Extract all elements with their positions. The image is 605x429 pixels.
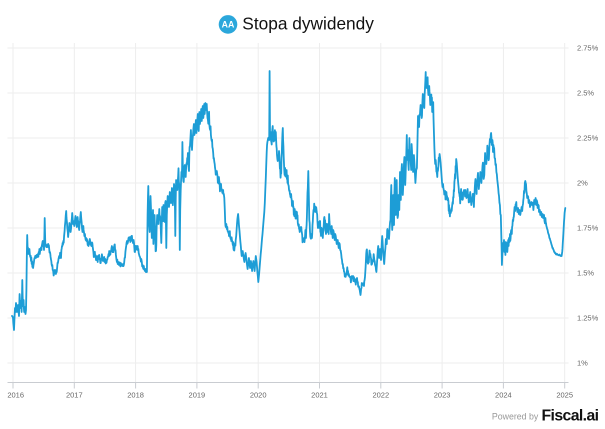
svg-text:2.5%: 2.5%: [577, 89, 594, 98]
svg-text:2025: 2025: [556, 390, 573, 399]
svg-text:2024: 2024: [495, 390, 512, 399]
svg-text:1%: 1%: [577, 359, 588, 368]
svg-text:2018: 2018: [127, 390, 144, 399]
svg-text:2021: 2021: [311, 390, 328, 399]
svg-text:2%: 2%: [577, 179, 588, 188]
svg-text:Stopa dywidendy: Stopa dywidendy: [242, 14, 374, 34]
svg-text:2017: 2017: [66, 390, 83, 399]
svg-text:Powered by: Powered by: [492, 411, 539, 421]
svg-text:1.5%: 1.5%: [577, 269, 594, 278]
svg-text:2020: 2020: [250, 390, 267, 399]
svg-text:AA: AA: [222, 20, 235, 30]
svg-text:2019: 2019: [189, 390, 206, 399]
svg-text:2022: 2022: [372, 390, 389, 399]
svg-text:1.25%: 1.25%: [577, 314, 599, 323]
svg-text:2.75%: 2.75%: [577, 44, 599, 53]
svg-text:2016: 2016: [7, 390, 24, 399]
svg-text:2.25%: 2.25%: [577, 134, 599, 143]
svg-text:2023: 2023: [434, 390, 451, 399]
svg-text:1.75%: 1.75%: [577, 224, 599, 233]
svg-text:Fiscal.ai: Fiscal.ai: [542, 408, 599, 425]
